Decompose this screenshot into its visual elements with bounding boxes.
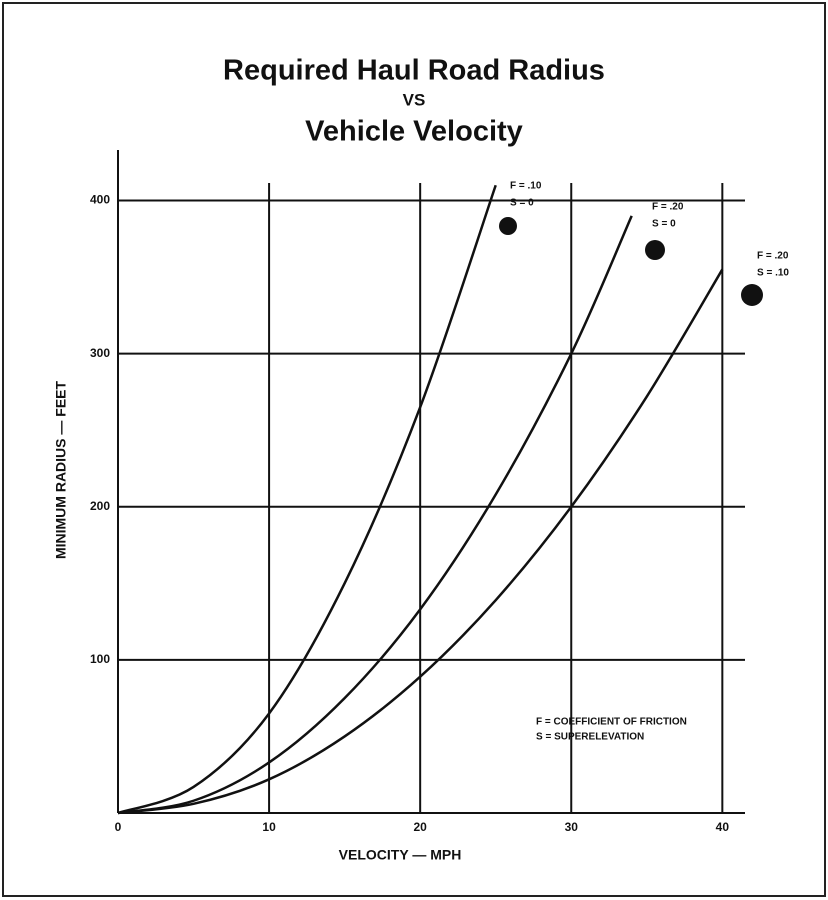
y-tick-label: 300 [90, 346, 110, 360]
line [117, 184, 497, 815]
note: F = COEFFICIENT OF FRICTION [536, 717, 687, 728]
chart-title: Required Haul Road Radius [223, 55, 605, 87]
y-axis-title: MINIMUM RADIUS — FEET [53, 381, 69, 560]
line [117, 268, 724, 815]
x-tick-label: 10 [262, 820, 276, 834]
series-label: F = .20 [757, 251, 789, 262]
y-tick-label: 400 [90, 193, 110, 207]
chart-title-2: Vehicle Velocity [305, 116, 523, 148]
series-label: F = .20 [652, 202, 684, 213]
note: S = SUPERELEVATION [536, 732, 644, 743]
x-tick-label: 40 [716, 820, 730, 834]
x-tick-label: 0 [115, 820, 122, 834]
legend-dot [499, 217, 517, 235]
x-tick-label: 30 [565, 820, 579, 834]
series-label: S = 0 [652, 219, 676, 230]
y-tick-label: 100 [90, 652, 110, 666]
legend-dot [741, 284, 763, 306]
x-axis-title: VELOCITY — MPH [339, 847, 462, 863]
y-tick-label: 200 [90, 499, 110, 513]
series-label: S = .10 [757, 268, 789, 279]
chart-subtitle: VS [403, 90, 426, 109]
x-tick-label: 20 [413, 820, 427, 834]
series-label: F = .10 [510, 181, 542, 192]
legend-dot [645, 240, 665, 260]
line [117, 215, 633, 815]
series-label: S = 0 [510, 198, 534, 209]
